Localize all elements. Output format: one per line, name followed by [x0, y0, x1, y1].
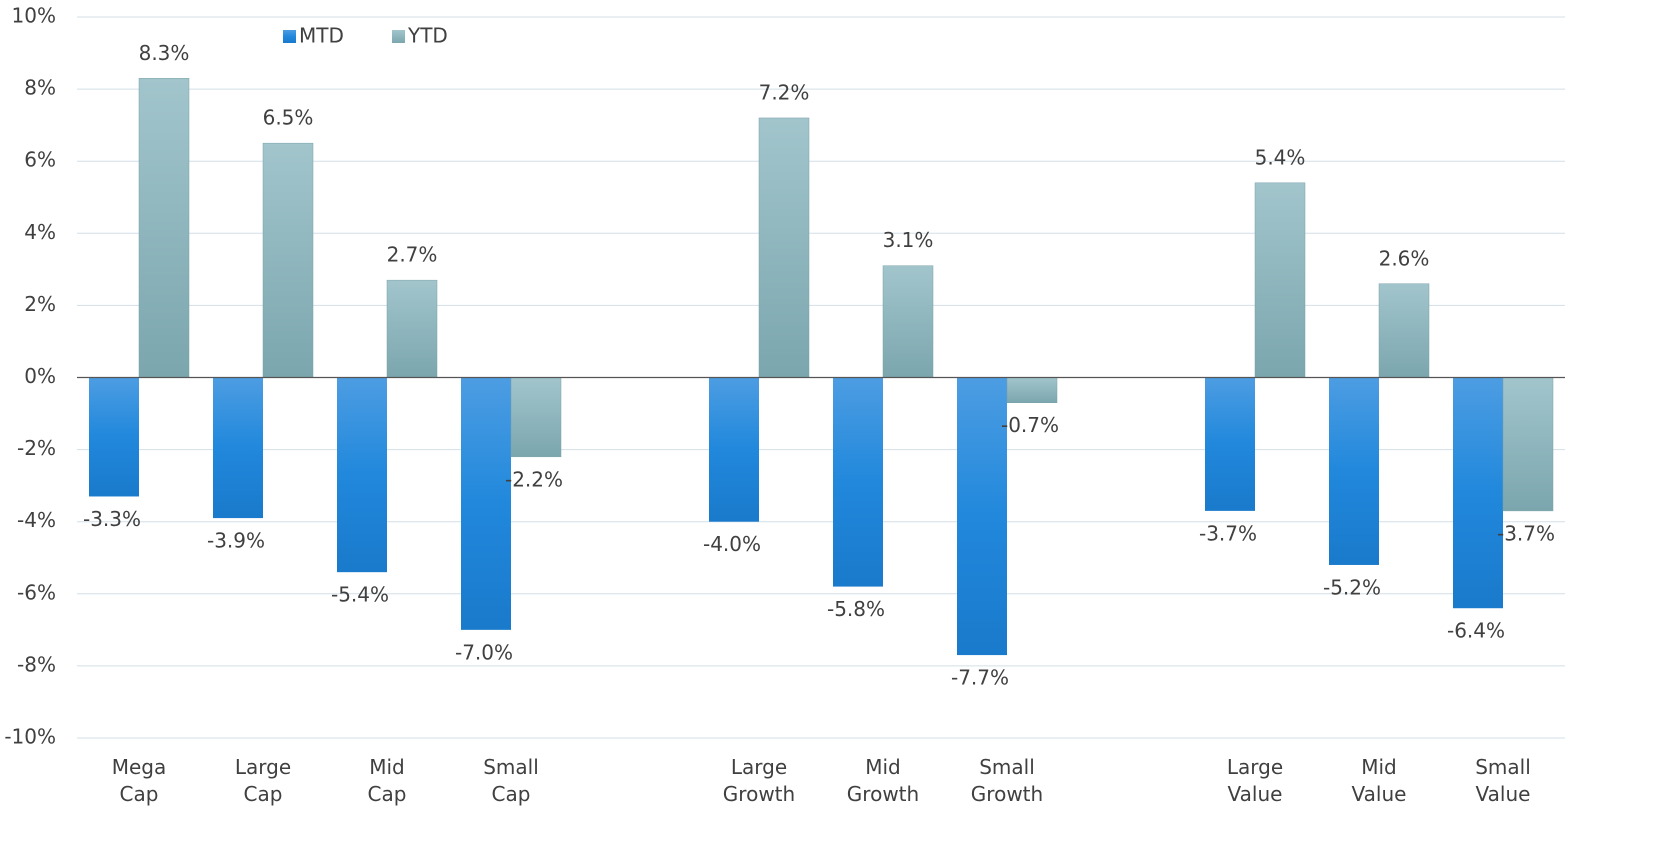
bar	[1205, 377, 1255, 511]
data-label: 2.6%	[1379, 246, 1430, 270]
data-label: 3.1%	[883, 228, 934, 252]
data-label: -3.3%	[83, 507, 141, 531]
x-tick-label: Mega Cap	[112, 755, 167, 806]
x-tick-label: Mid Value	[1352, 755, 1407, 806]
x-tick-label: Mid Growth	[847, 755, 919, 806]
y-tick-label: 10%	[12, 4, 56, 28]
x-tick-label: Large Growth	[723, 755, 795, 806]
y-tick-label: -6%	[17, 580, 56, 604]
bar	[461, 377, 511, 630]
data-label: 6.5%	[263, 106, 314, 130]
bar	[262, 142, 314, 378]
data-label: -5.8%	[827, 597, 885, 621]
x-tick-label: Small Value	[1475, 755, 1531, 806]
y-tick-label: 0%	[24, 364, 56, 388]
data-label: -5.2%	[1323, 575, 1381, 599]
data-label: 8.3%	[139, 41, 190, 65]
bar	[833, 377, 883, 587]
data-label: -5.4%	[331, 583, 389, 607]
legend-label: MTD	[299, 24, 344, 48]
bar	[882, 265, 934, 378]
y-tick-label: -4%	[17, 508, 56, 532]
bar	[758, 117, 810, 378]
x-tick-label: Small Growth	[971, 755, 1043, 806]
y-tick-label: 2%	[24, 292, 56, 316]
bar	[1329, 377, 1379, 565]
data-label: 5.4%	[1255, 145, 1306, 169]
bar	[89, 377, 139, 497]
data-label: -0.7%	[1001, 413, 1059, 437]
bar	[510, 377, 562, 458]
bar	[709, 377, 759, 522]
bar	[1453, 377, 1503, 609]
data-label: -6.4%	[1447, 619, 1505, 643]
legend-label: YTD	[407, 24, 448, 48]
data-label: 2.7%	[387, 243, 438, 267]
legend-swatch	[283, 30, 296, 43]
bar	[1378, 283, 1430, 378]
y-tick-label: -8%	[17, 652, 56, 676]
bar	[1006, 377, 1058, 403]
data-label: -3.7%	[1199, 521, 1257, 545]
data-label: -2.2%	[505, 467, 563, 491]
bar	[337, 377, 387, 573]
data-label: -4.0%	[703, 532, 761, 556]
y-tick-label: 6%	[24, 148, 56, 172]
bar	[138, 78, 190, 378]
x-tick-label: Large Value	[1227, 755, 1283, 806]
data-label: -3.7%	[1497, 521, 1555, 545]
data-label: 7.2%	[759, 80, 810, 104]
bar	[1254, 182, 1306, 378]
y-tick-label: -10%	[4, 725, 56, 749]
x-tick-label: Large Cap	[235, 755, 291, 806]
bar	[213, 377, 263, 519]
bar	[1502, 377, 1554, 512]
data-label: -7.7%	[951, 666, 1009, 690]
bar	[957, 377, 1007, 656]
y-tick-label: 4%	[24, 220, 56, 244]
y-tick-label: -2%	[17, 436, 56, 460]
bar	[386, 279, 438, 378]
y-tick-label: 8%	[24, 76, 56, 100]
x-tick-label: Small Cap	[483, 755, 539, 806]
legend-swatch	[392, 30, 405, 43]
x-tick-label: Mid Cap	[368, 755, 407, 806]
data-label: -3.9%	[207, 529, 265, 553]
data-label: -7.0%	[455, 640, 513, 664]
